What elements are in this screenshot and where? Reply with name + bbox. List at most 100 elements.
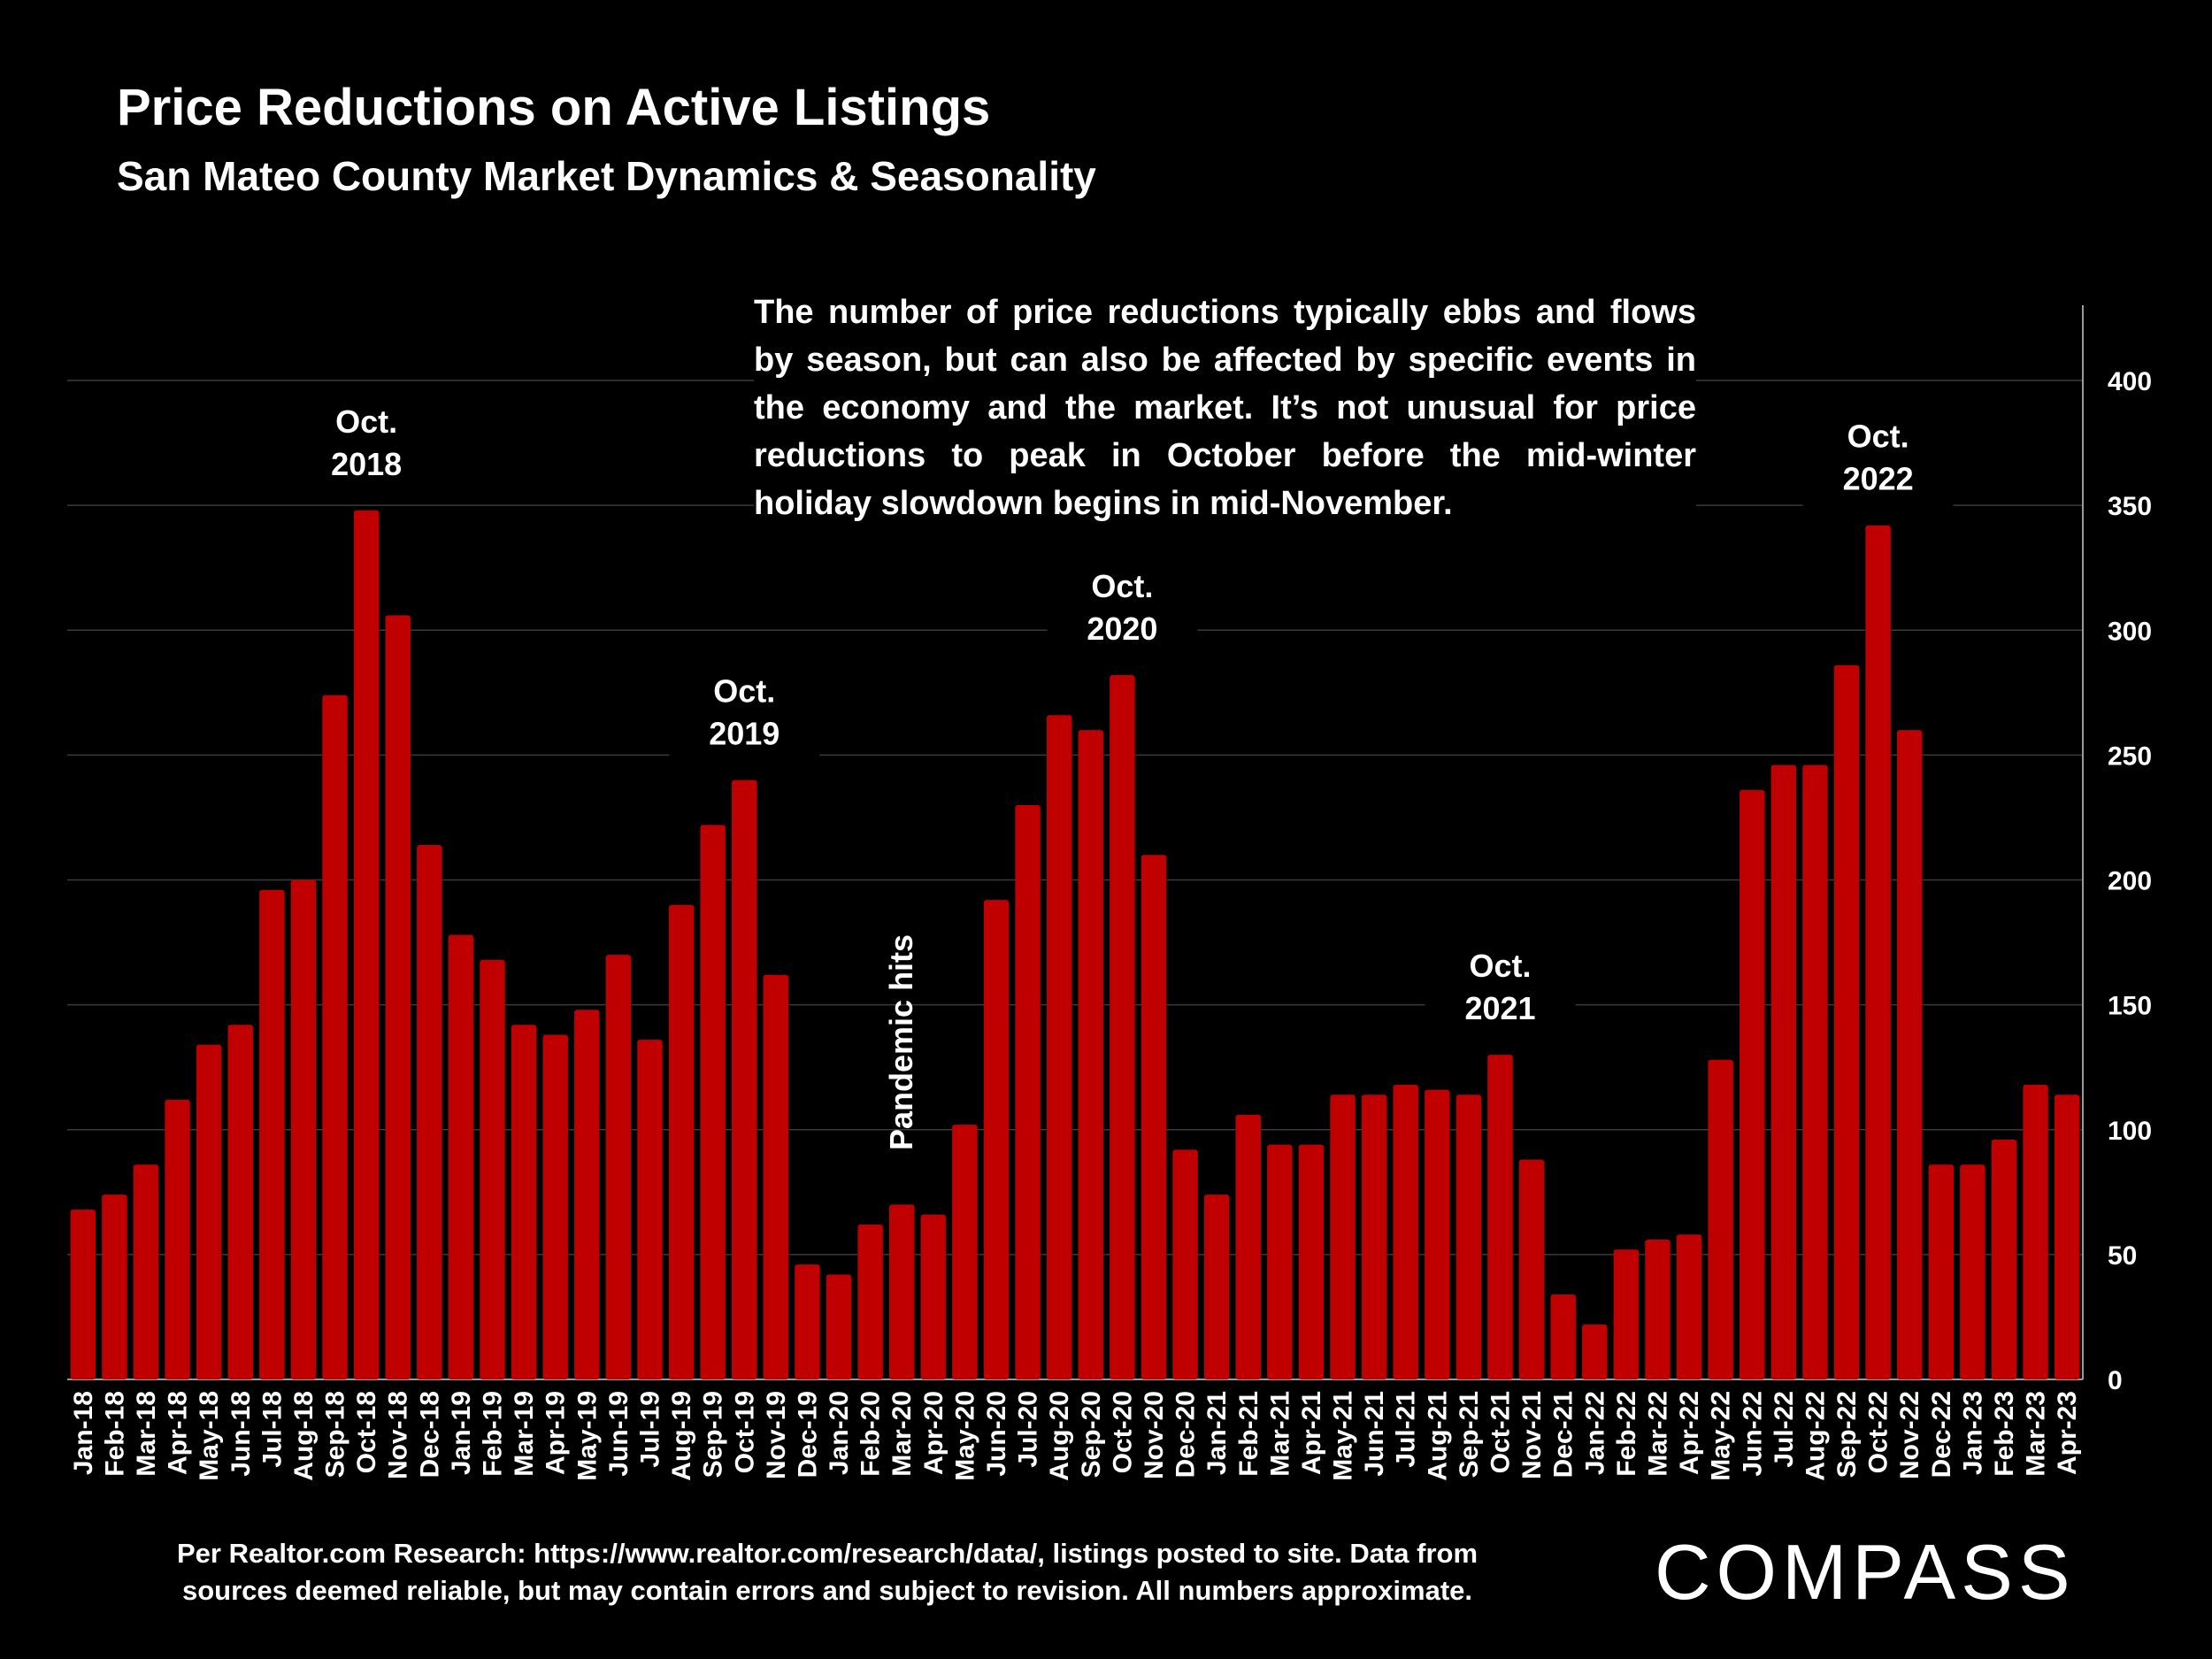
bar [1582,1324,1608,1379]
x-tick-label: Jan-23 [1958,1391,1987,1475]
x-tick-label: Aug-18 [289,1391,319,1481]
x-tick-label: Jun-20 [982,1391,1011,1477]
x-tick-label: Jan-19 [447,1391,476,1475]
bar [1455,1094,1482,1379]
x-tick-label: Jan-22 [1580,1391,1609,1475]
x-tick-label: Nov-22 [1895,1391,1924,1479]
x-tick-label: Apr-22 [1675,1391,1704,1475]
bar [1267,1144,1293,1379]
bar [70,1210,96,1379]
x-tick-label: Nov-18 [384,1391,413,1479]
bar [700,825,726,1379]
x-tick-label: Oct-19 [730,1391,759,1473]
annotation-line-1: Oct. [1470,948,1532,984]
x-tick-label: Apr-18 [164,1391,193,1475]
bar [417,844,442,1379]
bar [1518,1159,1545,1379]
bar [574,1010,600,1379]
annotation-line-2: 2019 [709,716,780,752]
bar [920,1214,947,1379]
source-line-1: Per Realtor.com Research: https://www.re… [176,1538,1479,1569]
bar [133,1164,159,1379]
x-tick-label: Nov-21 [1517,1391,1547,1479]
bar [1740,789,1765,1379]
annotations: Oct. 2018 Oct. 2019 Oct. 2020 Oct. 2021 Oct. 2022… [291,393,1954,1150]
bar [795,1264,820,1379]
bar [1960,1164,1985,1379]
annotation-peak: Oct. 2022 [1802,408,1954,508]
x-tick-label: Jun-22 [1738,1391,1767,1477]
source-footnote: Per Realtor.com Research: https://www.re… [133,1535,1522,1609]
bar [1425,1089,1450,1379]
bar [353,510,380,1379]
bar [1833,664,1860,1379]
x-tick-label: Mar-22 [1643,1391,1672,1477]
annotation-line-1: Oct. [335,403,397,440]
annotation-peak: Oct. 2020 [1047,558,1198,658]
explanatory-note: The number of price reductions typically… [754,288,1696,527]
x-tick-label: Jul-20 [1014,1391,1043,1468]
bar [1203,1194,1230,1379]
x-tick-label: Apr-20 [919,1391,949,1475]
bar [1770,764,1797,1379]
bar [763,974,789,1379]
bar [1613,1249,1640,1379]
annotation-bg [291,393,442,493]
bar [1645,1239,1671,1379]
x-tick-label: Mar-20 [887,1391,917,1477]
bar [637,1040,663,1379]
x-axis-ticks: Jan-18 Feb-18 Mar-18 Apr-18 May-18 Jun-18 Jul-… [69,1391,2082,1481]
x-tick-label: Jul-19 [635,1391,664,1468]
x-tick-label: May-22 [1707,1391,1736,1481]
x-tick-label: May-18 [195,1391,224,1481]
x-tick-label: Jun-19 [604,1391,634,1477]
bar [385,615,411,1379]
annotation-peak: Oct. 2021 [1425,938,1576,1038]
x-tick-label: Sep-19 [699,1391,728,1478]
bar [826,1274,852,1379]
x-tick-label: May-21 [1329,1391,1358,1481]
bar [1928,1164,1955,1379]
bar [1393,1084,1418,1379]
bar [952,1125,978,1379]
y-tick-label: 300 [2108,617,2152,646]
bar [448,934,474,1379]
x-tick-label: May-19 [572,1391,602,1481]
annotation-pandemic: Pandemic hits [883,934,919,1150]
x-tick-label: Feb-21 [1234,1391,1263,1477]
bar [2023,1084,2048,1379]
annotation-line-2: 2021 [1464,990,1535,1026]
x-tick-label: Feb-22 [1612,1391,1641,1477]
x-tick-label: Mar-23 [2022,1391,2051,1477]
bar [1046,715,1072,1379]
y-tick-label: 50 [2108,1241,2137,1271]
x-tick-label: Jul-18 [257,1391,287,1468]
bar [1361,1094,1387,1379]
y-tick-label: 150 [2108,992,2152,1021]
bar [2054,1094,2080,1379]
x-tick-label: Sep-21 [1455,1391,1484,1478]
x-tick-label: Oct-18 [352,1391,381,1473]
bar [196,1044,222,1379]
bars [70,510,2080,1379]
bar [1676,1234,1702,1379]
bar [668,904,695,1379]
x-tick-label: Apr-21 [1297,1391,1326,1475]
y-tick-label: 350 [2108,492,2152,521]
bar [1708,1059,1733,1379]
y-tick-label: 200 [2108,867,2152,896]
bar [1330,1094,1356,1379]
x-tick-label: Jan-21 [1202,1391,1232,1475]
annotation-peak: Oct. 2018 [291,393,442,493]
annotation-peak: Oct. 2019 [669,663,820,763]
annotation-line-1: Oct. [1847,419,1909,455]
x-tick-label: Mar-18 [132,1391,161,1477]
bar [259,889,285,1379]
x-tick-label: Sep-22 [1832,1391,1862,1478]
x-tick-label: Feb-19 [479,1391,508,1477]
x-tick-label: Oct-22 [1864,1391,1893,1473]
y-tick-label: 250 [2108,741,2152,771]
x-tick-label: Apr-19 [541,1391,571,1475]
bar [1235,1114,1262,1379]
